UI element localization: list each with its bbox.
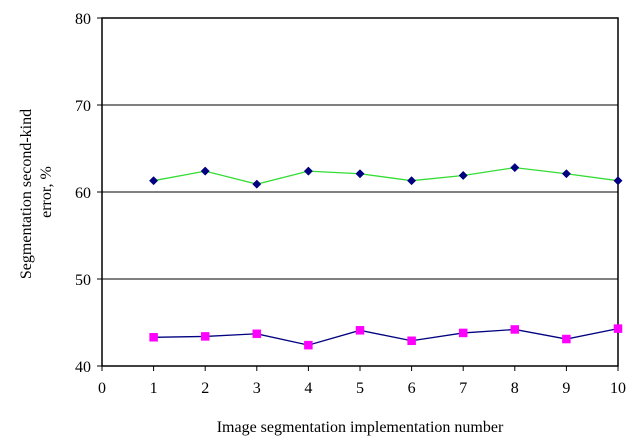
gridlines	[102, 105, 618, 279]
series-2	[150, 325, 622, 350]
data-point-diamond	[356, 170, 364, 178]
x-tick-label: 0	[98, 380, 106, 397]
data-point-square	[253, 330, 261, 338]
data-point-square	[408, 337, 416, 345]
y-axis-title: Segmentation second-kind error, %	[18, 105, 55, 279]
x-tick-label: 1	[150, 380, 158, 397]
data-point-diamond	[614, 176, 622, 184]
y-axis-ticks: 40 50 60 70 80	[75, 11, 102, 376]
x-tick-label: 8	[511, 380, 519, 397]
data-point-diamond	[459, 171, 467, 179]
x-tick-label: 5	[356, 380, 364, 397]
y-tick-label: 80	[75, 11, 91, 28]
y-tick-label: 40	[75, 359, 91, 376]
y-axis-title-line-1: Segmentation second-kind	[18, 109, 35, 279]
y-tick-label: 60	[75, 185, 91, 202]
data-point-square	[614, 325, 622, 333]
series-2-line	[154, 329, 618, 346]
data-point-diamond	[201, 167, 209, 175]
data-point-diamond	[511, 163, 519, 171]
data-point-square	[150, 333, 158, 341]
series-group	[149, 163, 622, 349]
data-point-square	[304, 341, 312, 349]
data-point-square	[562, 335, 570, 343]
x-tick-label: 2	[201, 380, 209, 397]
x-tick-label: 9	[562, 380, 570, 397]
y-axis-title-line-2: error, %	[38, 166, 55, 218]
data-point-diamond	[253, 180, 261, 188]
data-point-square	[459, 329, 467, 337]
x-tick-label: 10	[610, 380, 626, 397]
x-tick-label: 6	[408, 380, 416, 397]
data-point-diamond	[149, 176, 157, 184]
x-tick-label: 7	[459, 380, 467, 397]
series-1-line	[154, 168, 618, 185]
x-tick-label: 4	[304, 380, 312, 397]
data-point-diamond	[304, 167, 312, 175]
x-axis-title: Image segmentation implementation number	[217, 419, 504, 436]
data-point-square	[356, 326, 364, 334]
data-point-square	[201, 332, 209, 340]
x-axis-ticks: 0 1 2 3 4 5 6 7 8 9 10	[98, 366, 626, 397]
y-tick-label: 50	[75, 272, 91, 289]
y-tick-label: 70	[75, 98, 91, 115]
data-point-diamond	[562, 170, 570, 178]
x-tick-label: 3	[253, 380, 261, 397]
data-point-diamond	[407, 176, 415, 184]
data-point-square	[511, 325, 519, 333]
series-1	[149, 163, 622, 188]
